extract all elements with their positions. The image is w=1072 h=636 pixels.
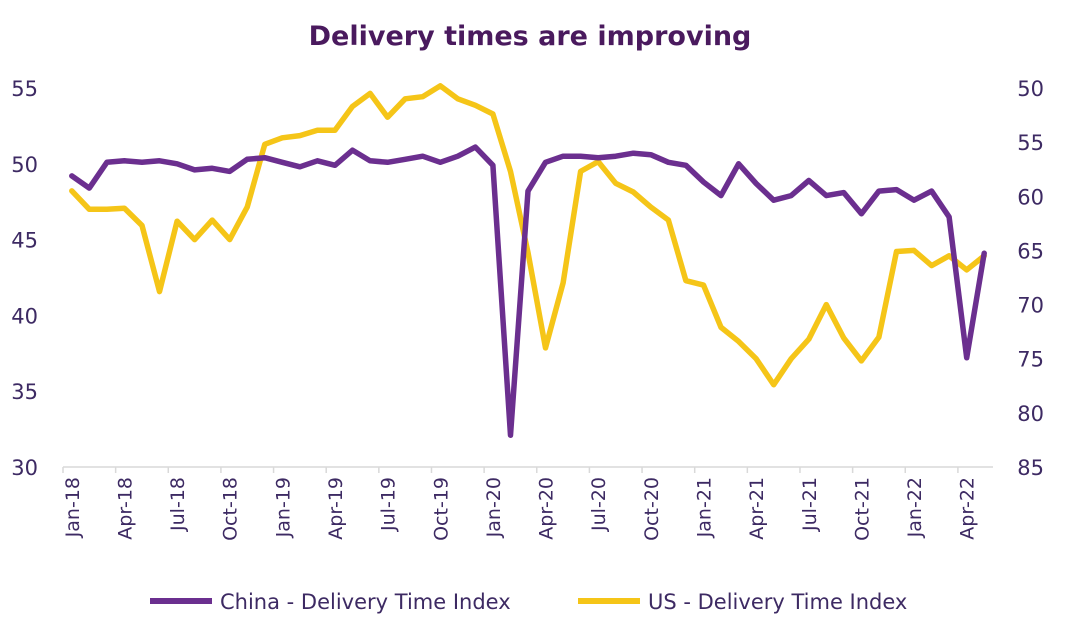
left-y-tick-label: 30 xyxy=(11,456,38,480)
x-tick-label: Jan-22 xyxy=(904,477,926,538)
x-tick-label: Jan-20 xyxy=(483,477,505,538)
x-tick-label: Jan-18 xyxy=(62,477,84,538)
x-tick-label: Jul-21 xyxy=(799,477,821,532)
right-y-tick-label: 65 xyxy=(1017,239,1044,263)
series-line-china xyxy=(69,144,987,438)
x-tick-label: Oct-20 xyxy=(641,477,663,541)
x-tick-label: Jan-19 xyxy=(272,477,294,538)
x-tick-label: Jan-21 xyxy=(693,477,715,538)
chart-title: Delivery times are improving xyxy=(309,21,752,52)
x-tick-label: Apr-20 xyxy=(536,477,558,540)
x-tick-label: Oct-21 xyxy=(851,477,873,541)
left-y-axis: 30 35 40 45 50 55 xyxy=(11,77,38,480)
right-y-tick-label: 85 xyxy=(1017,456,1044,480)
legend-label-china: China - Delivery Time Index xyxy=(220,590,511,614)
series-lines xyxy=(69,83,987,438)
left-y-tick-label: 35 xyxy=(11,380,38,404)
x-tick-label: Apr-18 xyxy=(114,477,136,540)
series-line-us xyxy=(69,83,987,388)
x-tick-label: Apr-21 xyxy=(746,477,768,540)
right-y-tick-label: 80 xyxy=(1017,402,1044,426)
right-y-tick-label: 50 xyxy=(1017,77,1044,101)
legend: China - Delivery Time Index US - Deliver… xyxy=(150,590,907,614)
legend-label-us: US - Delivery Time Index xyxy=(648,590,907,614)
x-tick-label: Oct-19 xyxy=(430,477,452,541)
right-y-tick-label: 60 xyxy=(1017,185,1044,209)
x-tick-label: Apr-19 xyxy=(325,477,347,540)
x-tick-label: Oct-18 xyxy=(220,477,242,541)
right-y-tick-label: 70 xyxy=(1017,294,1044,318)
x-tick-label: Apr-22 xyxy=(957,477,979,540)
right-y-tick-label: 75 xyxy=(1017,348,1044,372)
right-y-tick-label: 55 xyxy=(1017,131,1044,155)
right-y-axis: 85 80 75 70 65 60 55 50 xyxy=(1017,77,1044,480)
x-tick-label: Jul-19 xyxy=(378,477,400,532)
left-y-tick-label: 40 xyxy=(11,304,38,328)
left-y-tick-label: 55 xyxy=(11,77,38,101)
left-y-tick-label: 45 xyxy=(11,229,38,253)
x-axis: Jan-18 Apr-18 Jul-18 Oct-18 Jan-19 Apr-19 Jul-… xyxy=(62,466,993,541)
x-tick-label: Jul-20 xyxy=(588,477,610,532)
x-tick-label: Jul-18 xyxy=(167,477,189,532)
left-y-tick-label: 50 xyxy=(11,153,38,177)
